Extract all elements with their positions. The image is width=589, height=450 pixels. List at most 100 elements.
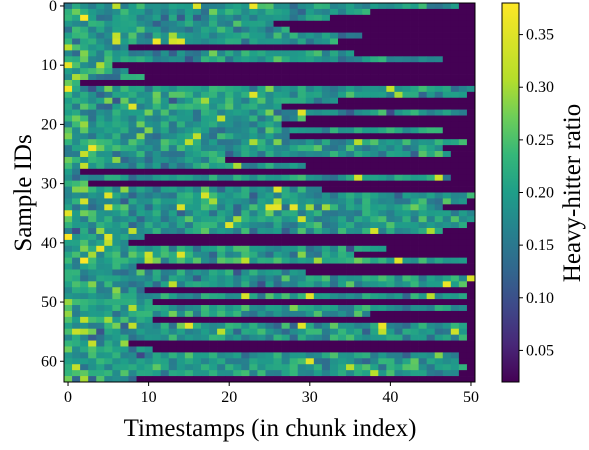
heatmap-cell: [313, 85, 323, 93]
heatmap-cell: [112, 370, 121, 377]
heatmap-cell: [466, 293, 476, 300]
heatmap-cell: [88, 50, 97, 57]
heatmap-cell: [313, 275, 323, 282]
heatmap-cell: [265, 133, 274, 140]
heatmap-cell: [136, 20, 145, 28]
heatmap-cell: [338, 364, 347, 371]
heatmap-cell: [241, 281, 250, 288]
heatmap-cell: [466, 233, 476, 241]
heatmap-cell: [217, 3, 226, 10]
heatmap-cell: [434, 245, 444, 253]
heatmap-cell: [426, 275, 436, 282]
heatmap-cell: [442, 245, 452, 253]
heatmap-cell: [128, 192, 137, 199]
heatmap-cell: [418, 186, 427, 193]
heatmap-cell: [313, 287, 323, 294]
heatmap-cell: [321, 20, 331, 28]
heatmap-cell: [426, 370, 436, 377]
heatmap-cell: [354, 133, 363, 140]
heatmap-cell: [233, 334, 242, 341]
heatmap-cell: [354, 222, 363, 229]
heatmap-cell: [233, 109, 242, 116]
heatmap-cell: [88, 8, 97, 16]
heatmap-cell: [321, 299, 331, 306]
heatmap-cell: [305, 44, 315, 51]
heatmap-cell: [72, 228, 81, 235]
heatmap-cell: [458, 8, 468, 16]
heatmap-cell: [354, 168, 363, 176]
heatmap-cell: [144, 210, 153, 217]
heatmap-cell: [136, 239, 145, 247]
heatmap-cell: [176, 316, 186, 324]
heatmap-cell: [184, 233, 194, 241]
heatmap-cell: [160, 204, 170, 211]
heatmap-cell: [329, 222, 339, 229]
heatmap-cell: [144, 50, 153, 57]
heatmap-cell: [136, 275, 145, 282]
heatmap-cell: [249, 239, 258, 247]
heatmap-cell: [160, 127, 170, 134]
heatmap-cell: [201, 68, 210, 75]
heatmap-cell: [128, 103, 137, 110]
heatmap-cell: [273, 228, 282, 235]
heatmap-cell: [362, 44, 371, 51]
heatmap-cell: [370, 174, 379, 181]
heatmap-cell: [96, 139, 105, 146]
heatmap-cell: [88, 293, 97, 300]
heatmap-cell: [386, 316, 395, 324]
heatmap-cell: [96, 305, 105, 312]
heatmap-cell: [426, 3, 436, 10]
heatmap-cell: [426, 340, 436, 347]
heatmap-cell: [168, 162, 178, 170]
heatmap-cell: [402, 62, 411, 69]
heatmap-cell: [241, 334, 250, 341]
heatmap-cell: [346, 109, 355, 116]
heatmap-cell: [346, 162, 355, 170]
heatmap-cell: [144, 370, 153, 377]
heatmap-cell: [192, 275, 202, 282]
heatmap-cell: [418, 364, 427, 371]
heatmap-cell: [176, 293, 186, 300]
heatmap-cell: [329, 352, 339, 359]
heatmap-cell: [394, 245, 403, 253]
heatmap-cell: [168, 62, 178, 69]
heatmap-cell: [192, 139, 202, 146]
heatmap-cell: [136, 328, 145, 335]
heatmap-cell: [273, 91, 282, 99]
heatmap-cell: [184, 358, 194, 365]
heatmap-cell: [378, 263, 387, 270]
heatmap-cell: [233, 20, 242, 28]
heatmap-cell: [281, 364, 290, 371]
heatmap-cell: [128, 376, 137, 383]
heatmap-cell: [305, 151, 315, 158]
heatmap-cell: [378, 310, 387, 318]
heatmap-cell: [265, 145, 274, 152]
heatmap-cell: [72, 281, 81, 288]
heatmap-cell: [176, 222, 186, 229]
heatmap-cell: [426, 121, 436, 128]
heatmap-cell: [305, 293, 315, 300]
heatmap-cell: [458, 322, 468, 330]
heatmap-cell: [426, 44, 436, 51]
heatmap-cell: [88, 376, 97, 383]
heatmap-cell: [281, 121, 290, 128]
heatmap-cell: [442, 370, 452, 377]
heatmap-cell: [104, 239, 113, 247]
heatmap-cell: [184, 109, 194, 116]
heatmap-cell: [136, 293, 145, 300]
heatmap-cell: [192, 14, 202, 22]
heatmap-cell: [225, 204, 234, 211]
heatmap-cell: [273, 186, 282, 193]
heatmap-cell: [297, 370, 307, 377]
heatmap-cell: [394, 3, 403, 10]
heatmap-cell: [450, 364, 460, 371]
heatmap-cell: [273, 56, 282, 63]
heatmap-cell: [112, 281, 121, 288]
heatmap-cell: [410, 14, 419, 22]
heatmap-cell: [136, 233, 145, 241]
heatmap-cell: [257, 156, 266, 164]
heatmap-cell: [152, 287, 162, 294]
heatmap-cell: [72, 352, 81, 359]
heatmap-cell: [225, 340, 234, 347]
heatmap-cell: [281, 38, 290, 45]
